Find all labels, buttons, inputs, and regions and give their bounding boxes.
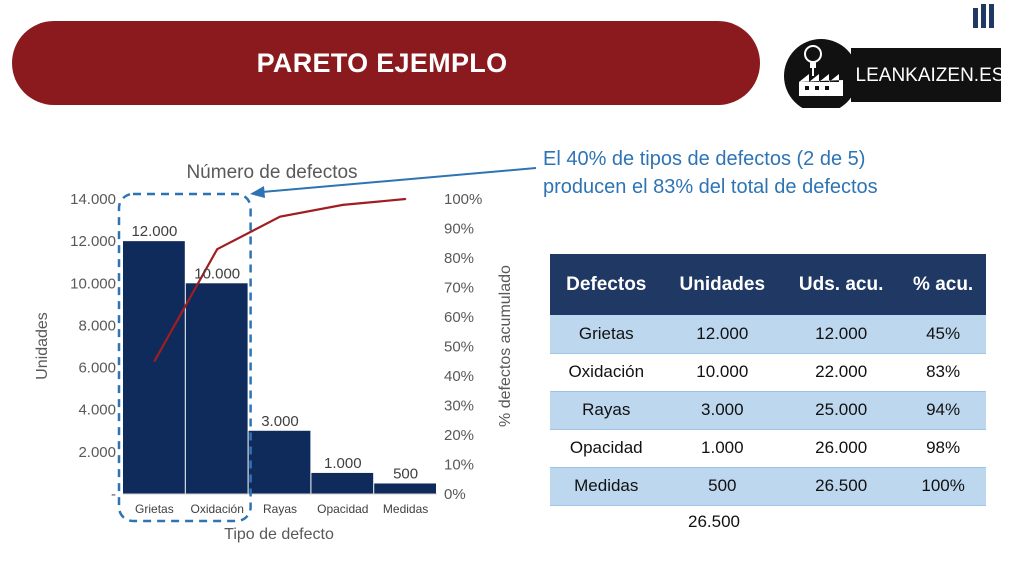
table-cell: 26.500	[782, 467, 901, 506]
y2-tick-label: 0%	[444, 486, 466, 503]
highlight-group	[117, 167, 537, 523]
table-row: Grietas 12.000 12.000 45%	[550, 315, 986, 354]
y-tick-label: 14.000	[70, 191, 116, 208]
x-axis-title: Tipo de defecto	[224, 526, 334, 543]
table-row: Opacidad 1.000 26.000 98%	[550, 429, 986, 468]
x-tick-label: Oxidación	[191, 502, 244, 516]
y2-tick-label: 10%	[444, 457, 474, 474]
y-tick-label: 2.000	[78, 444, 116, 461]
bar-grietas	[123, 241, 185, 494]
y2-tick-label: 50%	[444, 339, 474, 356]
cumulative-line-group	[153, 197, 407, 363]
table-cell: 500	[662, 467, 783, 506]
table-cell: 26.000	[782, 429, 901, 468]
factory-icon	[799, 74, 843, 96]
y-tick-label: 12.000	[70, 233, 116, 250]
table-cell: 10.000	[662, 353, 783, 392]
bar-data-label: 10.000	[194, 265, 240, 282]
table-row: Rayas 3.000 25.000 94%	[550, 391, 986, 430]
y-tick-label: 4.000	[78, 402, 116, 419]
x-tick-label: Rayas	[263, 502, 297, 516]
axes-group: - 2.000 4.000 6.000 8.000 10.000 12.000 14.000 0…	[34, 162, 514, 543]
y2-tick-label: 90%	[444, 221, 474, 238]
y-tick-label: 10.000	[70, 275, 116, 292]
table-header-row: Defectos Unidades Uds. acu. % acu.	[550, 254, 986, 315]
table-cell: Rayas	[550, 391, 663, 430]
header-defectos: Defectos	[550, 254, 663, 315]
table-cell: 100%	[900, 467, 986, 506]
table-row: Oxidación 10.000 22.000 83%	[550, 353, 986, 392]
cumulative-point-medidas	[404, 198, 407, 200]
logo-bar-3	[989, 4, 994, 28]
table-cell: Oxidación	[550, 353, 663, 392]
cumulative-point-oxidación	[216, 248, 218, 250]
table-row: Medidas 500 26.500 100%	[550, 467, 986, 506]
header-unidades: Unidades	[662, 254, 783, 315]
table-cell: 12.000	[662, 315, 783, 354]
bar-data-label: 500	[393, 465, 418, 482]
bar-opacidad	[311, 472, 374, 494]
bar-data-label: 12.000	[131, 223, 177, 240]
header-uds-acu: Uds. acu.	[782, 254, 901, 315]
cumulative-point-grietas	[153, 360, 156, 363]
x-tick-label: Medidas	[383, 502, 428, 516]
callout-line-1: El 40% de tipos de defectos (2 de 5)	[543, 148, 866, 170]
y2-tick-label: 30%	[444, 398, 474, 415]
cumulative-point-opacidad	[342, 204, 344, 206]
title-banner: PARETO EJEMPLO	[12, 21, 760, 105]
x-tick-label: Opacidad	[317, 502, 368, 516]
table-cell: 22.000	[782, 353, 901, 392]
y2-tick-label: 20%	[444, 427, 474, 444]
labels-group: 12.000 10.000 3.000 1.000 500	[131, 223, 418, 482]
table-cell: 12.000	[782, 315, 901, 354]
bar-data-label: 3.000	[261, 413, 299, 430]
y2-tick-label: 70%	[444, 280, 474, 297]
callout-arrow-head	[250, 186, 265, 198]
lightbulb-icon	[804, 45, 822, 76]
y-tick-label: 8.000	[78, 317, 116, 334]
logo-bar-1	[973, 8, 978, 28]
table-cell: 83%	[900, 353, 986, 392]
y2-tick-label: 60%	[444, 309, 474, 326]
y2-axis-title: % defectos acumulado	[497, 265, 514, 427]
table-cell: 45%	[900, 315, 986, 354]
callout-text: El 40% de tipos de defectos (2 de 5) pro…	[543, 145, 983, 201]
bar-oxidación	[185, 283, 248, 494]
defects-table: Defectos Unidades Uds. acu. % acu. Griet…	[550, 254, 986, 506]
cumulative-point-rayas	[279, 215, 281, 218]
y2-tick-label: 80%	[444, 250, 474, 267]
highlight-box	[117, 192, 252, 523]
y-axis-title: Unidades	[34, 312, 51, 380]
logo-bar-2	[981, 4, 986, 28]
table-cell: 98%	[900, 429, 986, 468]
x-tick-label: Grietas	[135, 502, 174, 516]
y2-tick-label: 40%	[444, 368, 474, 385]
bar-data-label: 1.000	[324, 455, 362, 472]
cumulative-line	[153, 197, 406, 362]
table-cell: 3.000	[662, 391, 783, 430]
table-cell: 94%	[900, 391, 986, 430]
y-tick-label: -	[111, 486, 116, 503]
slide-title: PARETO EJEMPLO	[256, 47, 508, 78]
header-pct-acu: % acu.	[900, 254, 986, 315]
table-cell: 1.000	[662, 429, 783, 468]
chart-title: Número de defectos	[186, 162, 357, 183]
bar-rayas	[248, 430, 311, 494]
table-cell: Opacidad	[550, 429, 663, 468]
table-cell: Medidas	[550, 467, 663, 506]
callout-line-2: producen el 83% del total de defectos	[543, 176, 878, 198]
callout-arrow-line	[261, 167, 537, 193]
logo-circle	[784, 39, 858, 108]
table-cell: Grietas	[550, 315, 663, 354]
y2-tick-label: 100%	[444, 191, 482, 208]
leankaizen-logo: LEANKAIZEN.ES	[784, 4, 1003, 108]
table-cell: 25.000	[782, 391, 901, 430]
y-tick-label: 6.000	[78, 360, 116, 377]
logo-black-band	[851, 48, 1001, 102]
logo-text: LEANKAIZEN.ES	[856, 65, 1003, 86]
bar-medidas	[374, 483, 436, 494]
bar-group	[123, 241, 436, 494]
table-total: 26.500	[688, 512, 740, 531]
